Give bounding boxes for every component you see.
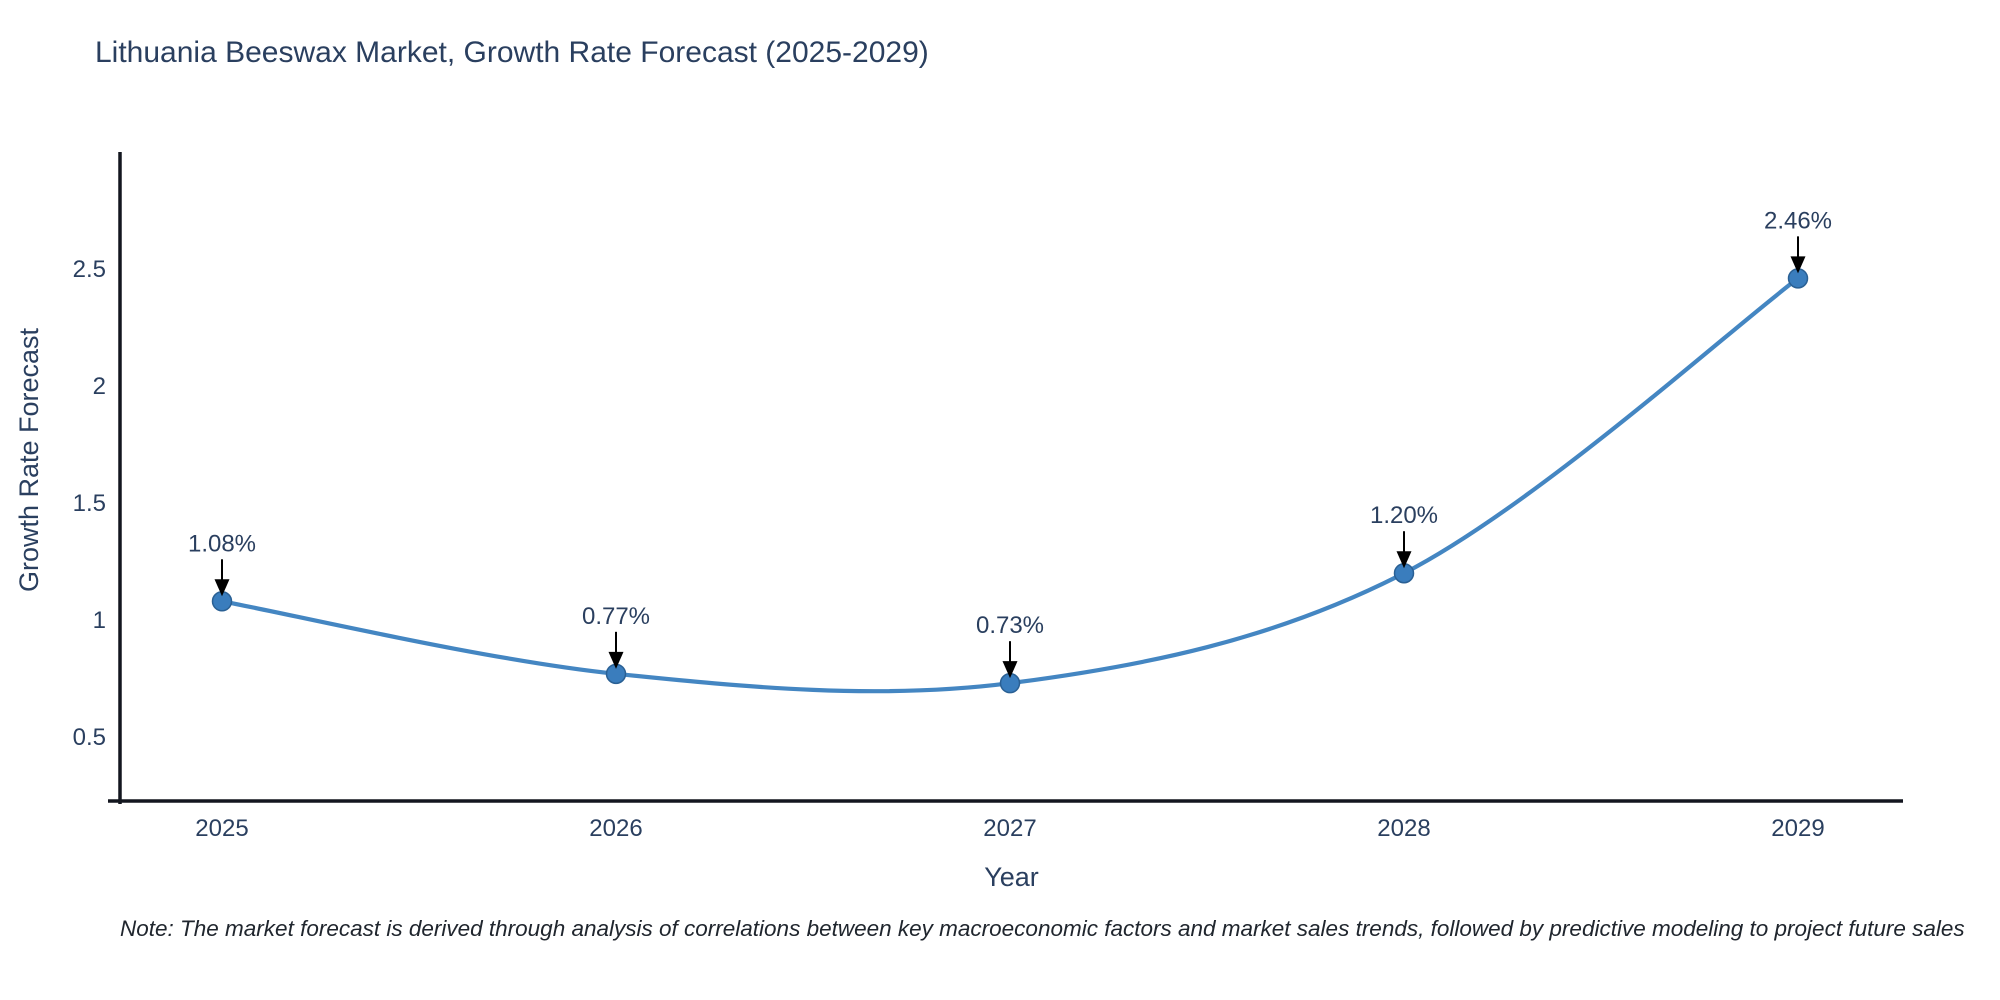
- x-tick-label: 2028: [1377, 815, 1430, 842]
- point-value-label: 0.77%: [582, 603, 650, 630]
- annotation-arrowhead: [1002, 661, 1018, 679]
- y-tick-label: 2.5: [73, 256, 106, 283]
- point-value-label: 0.73%: [976, 612, 1044, 639]
- x-tick-label: 2026: [589, 815, 642, 842]
- y-tick-label: 0.5: [73, 724, 106, 751]
- point-value-label: 1.20%: [1370, 502, 1438, 529]
- point-value-label: 1.08%: [188, 530, 256, 557]
- x-tick-label: 2025: [195, 815, 248, 842]
- point-value-label: 2.46%: [1764, 207, 1832, 234]
- x-tick-label: 2029: [1771, 815, 1824, 842]
- annotation-arrowhead: [608, 651, 624, 669]
- chart-title: Lithuania Beeswax Market, Growth Rate Fo…: [95, 36, 929, 69]
- annotation-arrowhead: [1790, 256, 1806, 274]
- annotation-arrowhead: [214, 579, 230, 597]
- y-tick-label: 2: [93, 373, 106, 400]
- footnote: Note: The market forecast is derived thr…: [120, 916, 1965, 941]
- y-tick-label: 1.5: [73, 490, 106, 517]
- y-axis-title: Growth Rate Forecast: [14, 327, 44, 592]
- x-axis-title: Year: [984, 862, 1039, 892]
- x-tick-label: 2027: [983, 815, 1036, 842]
- annotation-arrowhead: [1396, 551, 1412, 569]
- y-tick-label: 1: [93, 607, 106, 634]
